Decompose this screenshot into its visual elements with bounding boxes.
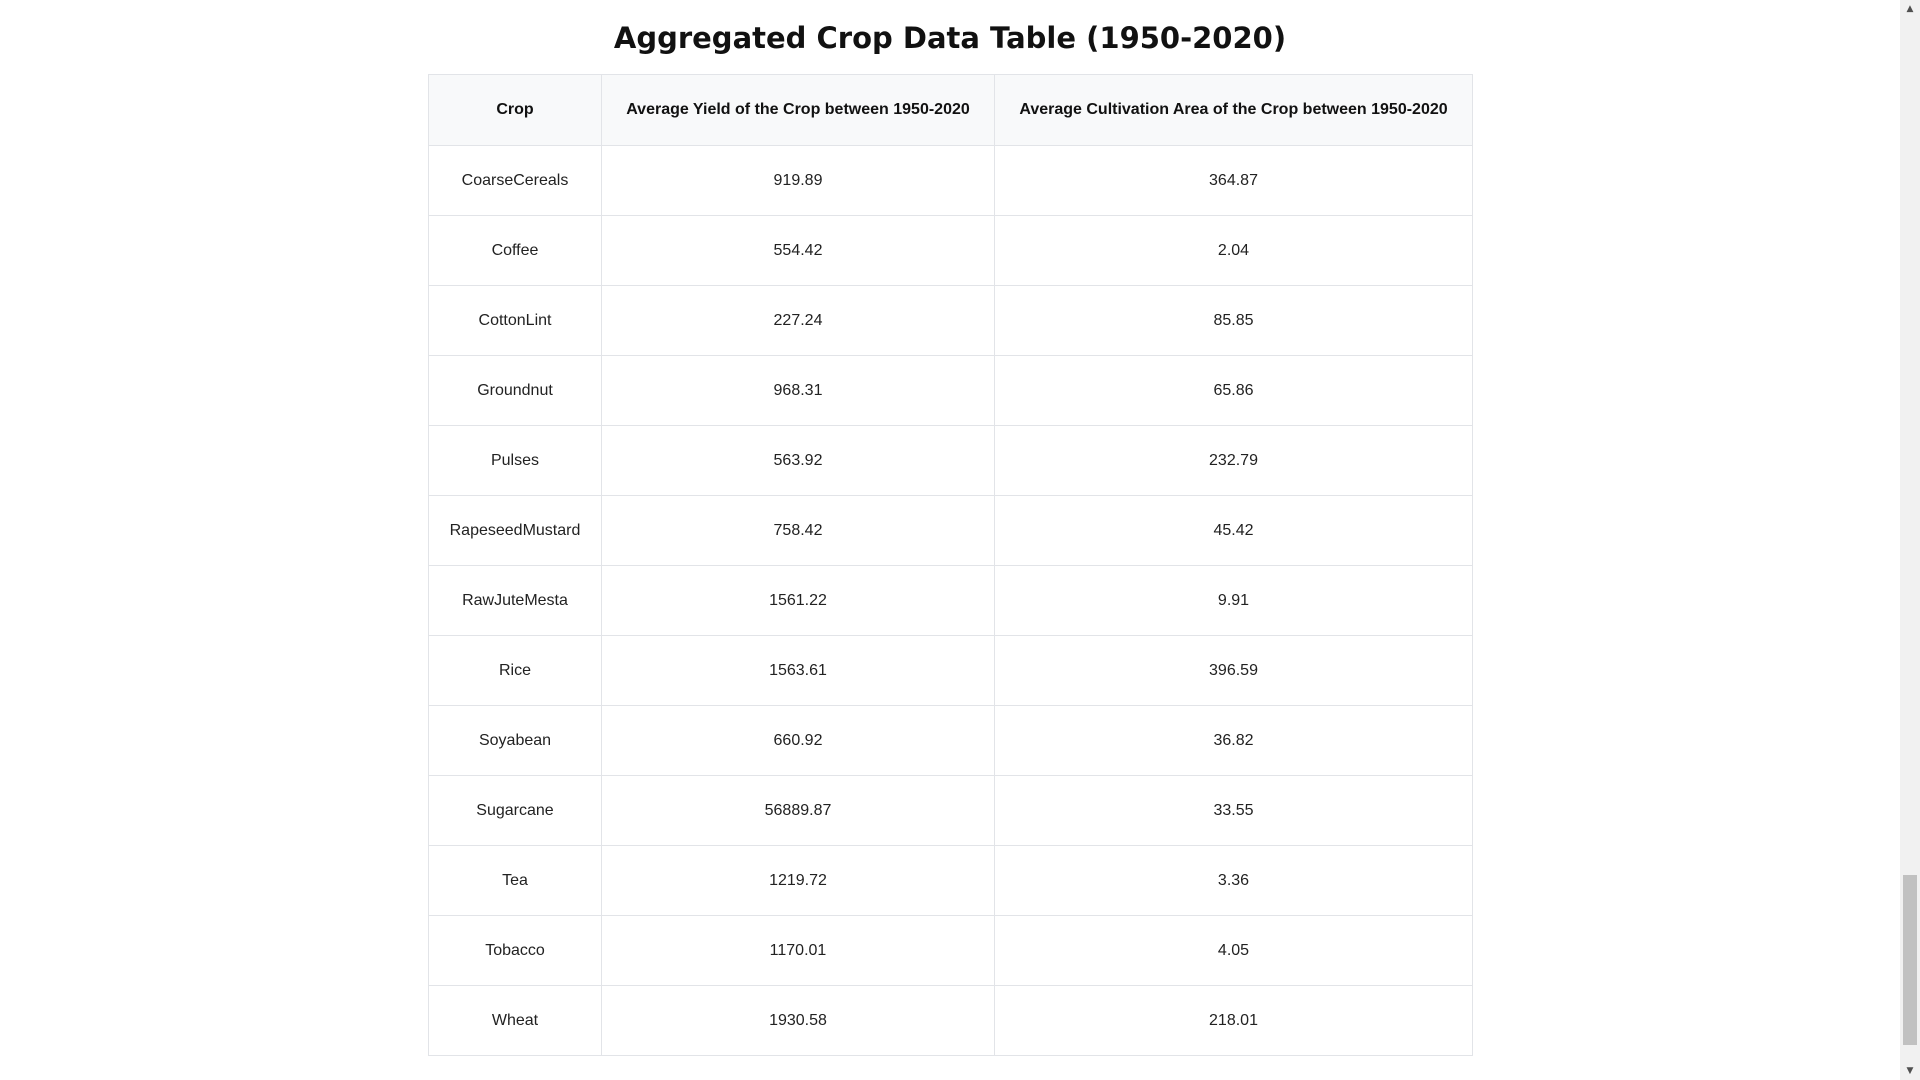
cell-crop: Groundnut — [428, 355, 602, 426]
cell-area: 45.42 — [994, 495, 1473, 566]
cell-area: 232.79 — [994, 425, 1473, 496]
cell-area: 65.86 — [994, 355, 1473, 426]
cell-crop: RawJuteMesta — [428, 565, 602, 636]
cell-yield: 1170.01 — [601, 915, 995, 986]
cell-crop: Rice — [428, 635, 602, 706]
cell-crop: Pulses — [428, 425, 602, 496]
table-row: RapeseedMustard 758.42 45.42 — [428, 495, 1473, 566]
cell-area: 396.59 — [994, 635, 1473, 706]
cell-yield: 1930.58 — [601, 985, 995, 1056]
cell-yield: 56889.87 — [601, 775, 995, 846]
cell-area: 2.04 — [994, 215, 1473, 286]
scroll-up-arrow-icon[interactable]: ▲ — [1906, 4, 1914, 14]
table-row: CoarseCereals 919.89 364.87 — [428, 145, 1473, 216]
table-row: Tea 1219.72 3.36 — [428, 845, 1473, 916]
cell-yield: 1219.72 — [601, 845, 995, 916]
vertical-scrollbar[interactable]: ▲ ▼ — [1900, 0, 1920, 1080]
table-header-row: Crop Average Yield of the Crop between 1… — [428, 74, 1473, 146]
cell-area: 364.87 — [994, 145, 1473, 216]
table-row: Sugarcane 56889.87 33.55 — [428, 775, 1473, 846]
header-crop: Crop — [428, 74, 602, 146]
table-row: Rice 1563.61 396.59 — [428, 635, 1473, 706]
table-row: Coffee 554.42 2.04 — [428, 215, 1473, 286]
cell-yield: 1561.22 — [601, 565, 995, 636]
cell-yield: 919.89 — [601, 145, 995, 216]
table-row: Tobacco 1170.01 4.05 — [428, 915, 1473, 986]
table-row: Soyabean 660.92 36.82 — [428, 705, 1473, 776]
table-row: CottonLint 227.24 85.85 — [428, 285, 1473, 356]
cell-yield: 758.42 — [601, 495, 995, 566]
table-row: Groundnut 968.31 65.86 — [428, 355, 1473, 426]
header-average-yield: Average Yield of the Crop between 1950-2… — [601, 74, 995, 146]
cell-area: 85.85 — [994, 285, 1473, 356]
cell-area: 218.01 — [994, 985, 1473, 1056]
cell-crop: Coffee — [428, 215, 602, 286]
crop-data-table: Crop Average Yield of the Crop between 1… — [428, 74, 1473, 1056]
cell-crop: Tea — [428, 845, 602, 916]
cell-yield: 1563.61 — [601, 635, 995, 706]
cell-crop: Tobacco — [428, 915, 602, 986]
cell-crop: Wheat — [428, 985, 602, 1056]
table-row: RawJuteMesta 1561.22 9.91 — [428, 565, 1473, 636]
cell-yield: 968.31 — [601, 355, 995, 426]
cell-yield: 554.42 — [601, 215, 995, 286]
cell-area: 36.82 — [994, 705, 1473, 776]
cell-yield: 563.92 — [601, 425, 995, 496]
cell-yield: 660.92 — [601, 705, 995, 776]
scrollbar-thumb[interactable] — [1903, 874, 1917, 1045]
cell-area: 9.91 — [994, 565, 1473, 636]
page-title: Aggregated Crop Data Table (1950-2020) — [613, 21, 1287, 55]
cell-area: 33.55 — [994, 775, 1473, 846]
cell-area: 4.05 — [994, 915, 1473, 986]
cell-crop: CoarseCereals — [428, 145, 602, 216]
cell-crop: RapeseedMustard — [428, 495, 602, 566]
table-row: Wheat 1930.58 218.01 — [428, 985, 1473, 1056]
cell-area: 3.36 — [994, 845, 1473, 916]
cell-crop: Soyabean — [428, 705, 602, 776]
cell-crop: Sugarcane — [428, 775, 602, 846]
cell-crop: CottonLint — [428, 285, 602, 356]
cell-yield: 227.24 — [601, 285, 995, 356]
scroll-down-arrow-icon[interactable]: ▼ — [1906, 1066, 1914, 1076]
header-average-cultivation-area: Average Cultivation Area of the Crop bet… — [994, 74, 1473, 146]
table-row: Pulses 563.92 232.79 — [428, 425, 1473, 496]
